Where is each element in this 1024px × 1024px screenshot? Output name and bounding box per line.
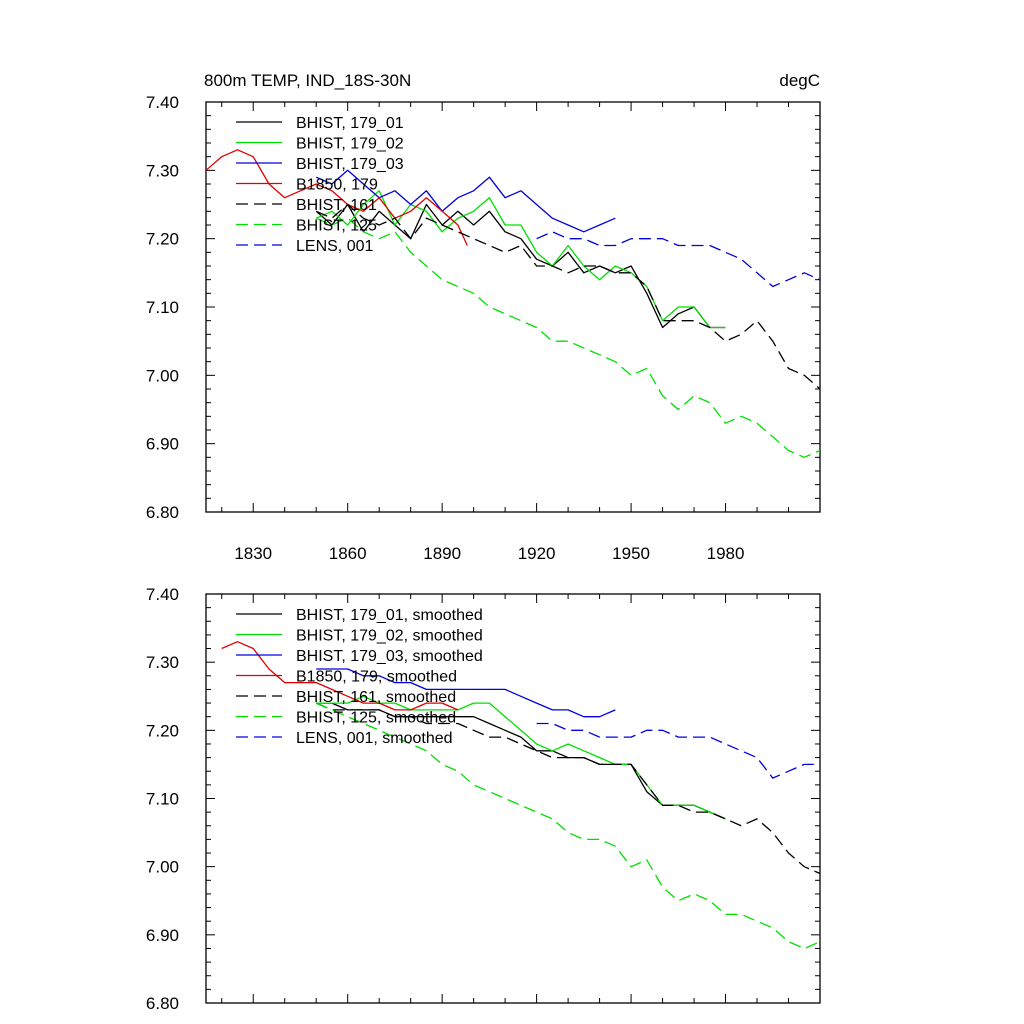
legend-label: B1850, 179, smoothed [296,669,457,686]
series-line [315,702,820,875]
x-tick-label: 1860 [329,544,367,563]
legend-label: BHIST, 161 [296,197,377,214]
legend-label: BHIST, 179_02 [296,136,404,153]
series-line [315,203,820,390]
panel-2: 6.80 6.90 7.00 7.10 7.20 7.30 7.40 BHIST, 179_0… [146,585,821,1013]
series-line [315,217,820,458]
legend-label: BHIST, 125 [296,218,377,235]
x-tick-label: 1920 [518,544,556,563]
legend-label: BHIST, 179_01, smoothed [296,607,483,624]
y-tick-label: 6.90 [146,435,179,454]
y-tick-label: 7.30 [146,161,179,180]
y-tick-label: 6.90 [146,926,179,945]
legend-label: BHIST, 125, smoothed [296,710,456,727]
panel-1: 6.80 6.90 7.00 7.10 7.20 7.30 7.40 1830 1860 1890… [146,71,821,563]
series-line [316,702,726,820]
series-line [536,722,820,779]
series-line [206,149,468,246]
chart-title: 800m TEMP, IND_18S-30N [204,71,411,90]
legend-label: BHIST, 179_01 [296,115,404,132]
x-tick-label: 1980 [707,544,745,563]
y-tick-label: 7.00 [146,858,179,877]
y-tick-label: 6.80 [146,994,179,1013]
y-tick-label: 7.20 [146,721,179,740]
legend-label: LENS, 001, smoothed [296,730,453,747]
x-tick-label: 1830 [234,544,272,563]
x-tick-label: 1950 [612,544,650,563]
legend-label: BHIST, 179_02, smoothed [296,628,483,645]
y-tick-label: 7.40 [146,93,179,112]
legend-label: LENS, 001 [296,238,373,255]
x-tick-label: 1890 [423,544,461,563]
legend-label: BHIST, 179_03, smoothed [296,648,483,665]
y-tick-label: 7.10 [146,790,179,809]
y-tick-label: 7.40 [146,585,179,604]
legend-label: BHIST, 179_03 [296,156,404,173]
y-tick-label: 7.00 [146,366,179,385]
legend-label: BHIST, 161, smoothed [296,689,456,706]
series-line [315,203,726,329]
series-line [221,641,459,711]
chart-units: degC [779,71,820,90]
series-line [315,702,820,950]
series-group [206,149,820,458]
legend-label: B1850, 179 [296,177,378,194]
series-group [221,641,820,950]
y-tick-label: 7.30 [146,653,179,672]
series-line [536,231,820,288]
series-line [315,190,726,329]
series-line [316,668,616,718]
y-tick-label: 7.10 [146,298,179,317]
y-tick-label: 7.20 [146,230,179,249]
series-line [315,169,616,233]
y-tick-label: 6.80 [146,503,179,522]
